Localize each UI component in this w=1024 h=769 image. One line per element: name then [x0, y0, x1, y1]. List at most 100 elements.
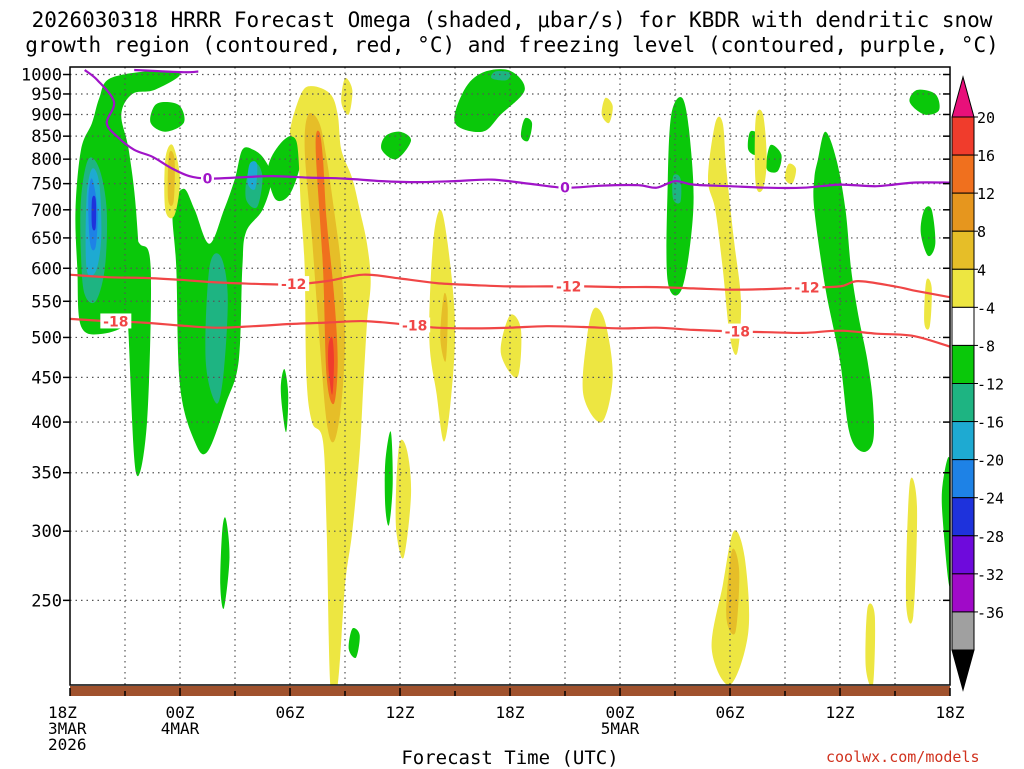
colorbar-label: 12	[977, 185, 995, 203]
contour-line	[84, 69, 950, 190]
y-tick-label: 500	[31, 328, 62, 348]
omega-region	[726, 548, 740, 635]
colorbar-label: 8	[977, 223, 986, 241]
y-tick-label: 550	[31, 292, 62, 312]
colorbar-bin	[951, 192, 975, 232]
omega-region	[708, 116, 742, 355]
y-tick-label: 300	[31, 522, 62, 542]
x-tick-label: 2026	[48, 735, 87, 754]
omega-region	[601, 97, 613, 124]
omega-region	[491, 71, 511, 81]
omega-region	[909, 89, 940, 115]
contour-labels: -18 -18 -18 -12 -12 -12 0 0	[100, 170, 823, 341]
omega-region	[124, 226, 152, 477]
colorbar-label: 4	[977, 261, 986, 279]
omega-region	[167, 150, 175, 206]
omega-region	[348, 628, 360, 659]
contour-label-background	[399, 317, 431, 333]
contour-label: -18	[402, 318, 427, 334]
contour-label-background	[553, 278, 585, 294]
y-axis: 2503003504004505005506006507007508008509…	[21, 66, 950, 611]
colorbar-label: -20	[977, 452, 1004, 470]
contour-label: -12	[281, 277, 306, 293]
colorbar-bin	[951, 268, 975, 308]
colorbar-bin	[951, 383, 975, 423]
colorbar-bin	[951, 459, 975, 499]
temperature-contours	[70, 68, 950, 348]
omega-region	[267, 135, 302, 202]
omega-region	[280, 368, 289, 433]
contour-label: -12	[556, 279, 581, 295]
y-tick-label: 600	[31, 259, 62, 279]
colorbar-bin	[951, 154, 975, 194]
x-tick-label: 00Z	[166, 703, 195, 722]
contour-line-segment	[134, 68, 199, 74]
y-tick-label: 850	[31, 127, 62, 147]
omega-region	[247, 161, 258, 190]
colorbar-label: 20	[977, 109, 995, 127]
y-tick-label: 350	[31, 464, 62, 484]
colorbar-label: -12	[977, 376, 1004, 394]
colorbar-bin	[951, 230, 975, 270]
colorbar-label: -28	[977, 528, 1004, 546]
contour-label: 0	[560, 181, 570, 197]
colorbar-label: 16	[977, 147, 995, 165]
colorbar-label: -32	[977, 566, 1004, 584]
x-tick-label: 18Z	[48, 703, 77, 722]
omega-region	[220, 517, 230, 609]
x-tick-label: 4MAR	[161, 719, 200, 738]
omega-region	[865, 603, 876, 685]
chart-title-line-1: 2026030318 HRRR Forecast Omega (shaded, …	[31, 8, 993, 32]
x-tick-label: 3MAR	[48, 719, 87, 738]
y-tick-label: 900	[31, 105, 62, 125]
colorbar-label: -36	[977, 604, 1004, 622]
y-tick-label: 950	[31, 85, 62, 105]
omega-region	[754, 109, 767, 193]
omega-region	[454, 69, 525, 133]
omega-region	[384, 431, 393, 526]
y-tick-label: 650	[31, 229, 62, 249]
colorbar-bin	[951, 116, 975, 156]
colorbar-max-arrow	[951, 75, 975, 118]
omega-region	[813, 131, 875, 452]
omega-region	[905, 477, 918, 624]
x-tick-label: 5MAR	[601, 719, 640, 738]
contour-label-background	[721, 323, 753, 339]
x-axis-label: Forecast Time (UTC)	[401, 747, 619, 769]
contour-label: -18	[725, 325, 750, 341]
omega-region	[920, 206, 936, 257]
y-tick-label: 800	[31, 150, 62, 170]
omega-region	[315, 130, 338, 405]
omega-region	[381, 131, 412, 160]
contour-label: -18	[103, 314, 128, 330]
omega-region	[924, 278, 932, 330]
colorbar-bin	[951, 535, 975, 575]
x-tick-label: 00Z	[606, 703, 635, 722]
colorbar-min-arrow	[951, 649, 975, 692]
omega-region	[328, 336, 334, 395]
omega-region	[672, 174, 682, 204]
colorbar-bin	[951, 497, 975, 537]
y-tick-label: 250	[31, 591, 62, 611]
colorbar-bin	[951, 573, 975, 613]
colorbar-bin	[951, 344, 975, 384]
x-tick-label: 06Z	[716, 703, 745, 722]
omega-shading	[75, 69, 950, 685]
colorbar-label: -4	[977, 299, 995, 317]
contour-line	[70, 273, 950, 299]
credit-link[interactable]: coolwx.com/models	[826, 748, 980, 766]
chart-title-line-2: growth region (contoured, red, °C) and f…	[25, 33, 999, 57]
y-tick-label: 450	[31, 368, 62, 388]
y-tick-label: 400	[31, 413, 62, 433]
x-tick-label: 18Z	[496, 703, 525, 722]
x-tick-label: 12Z	[826, 703, 855, 722]
contour-label-background	[201, 170, 214, 186]
omega-region	[500, 314, 522, 378]
contour-label-background	[100, 313, 132, 329]
grid-lines	[70, 67, 950, 685]
colorbar-label: -24	[977, 490, 1004, 508]
contour-line	[70, 317, 950, 348]
contour-label: -12	[794, 281, 819, 297]
